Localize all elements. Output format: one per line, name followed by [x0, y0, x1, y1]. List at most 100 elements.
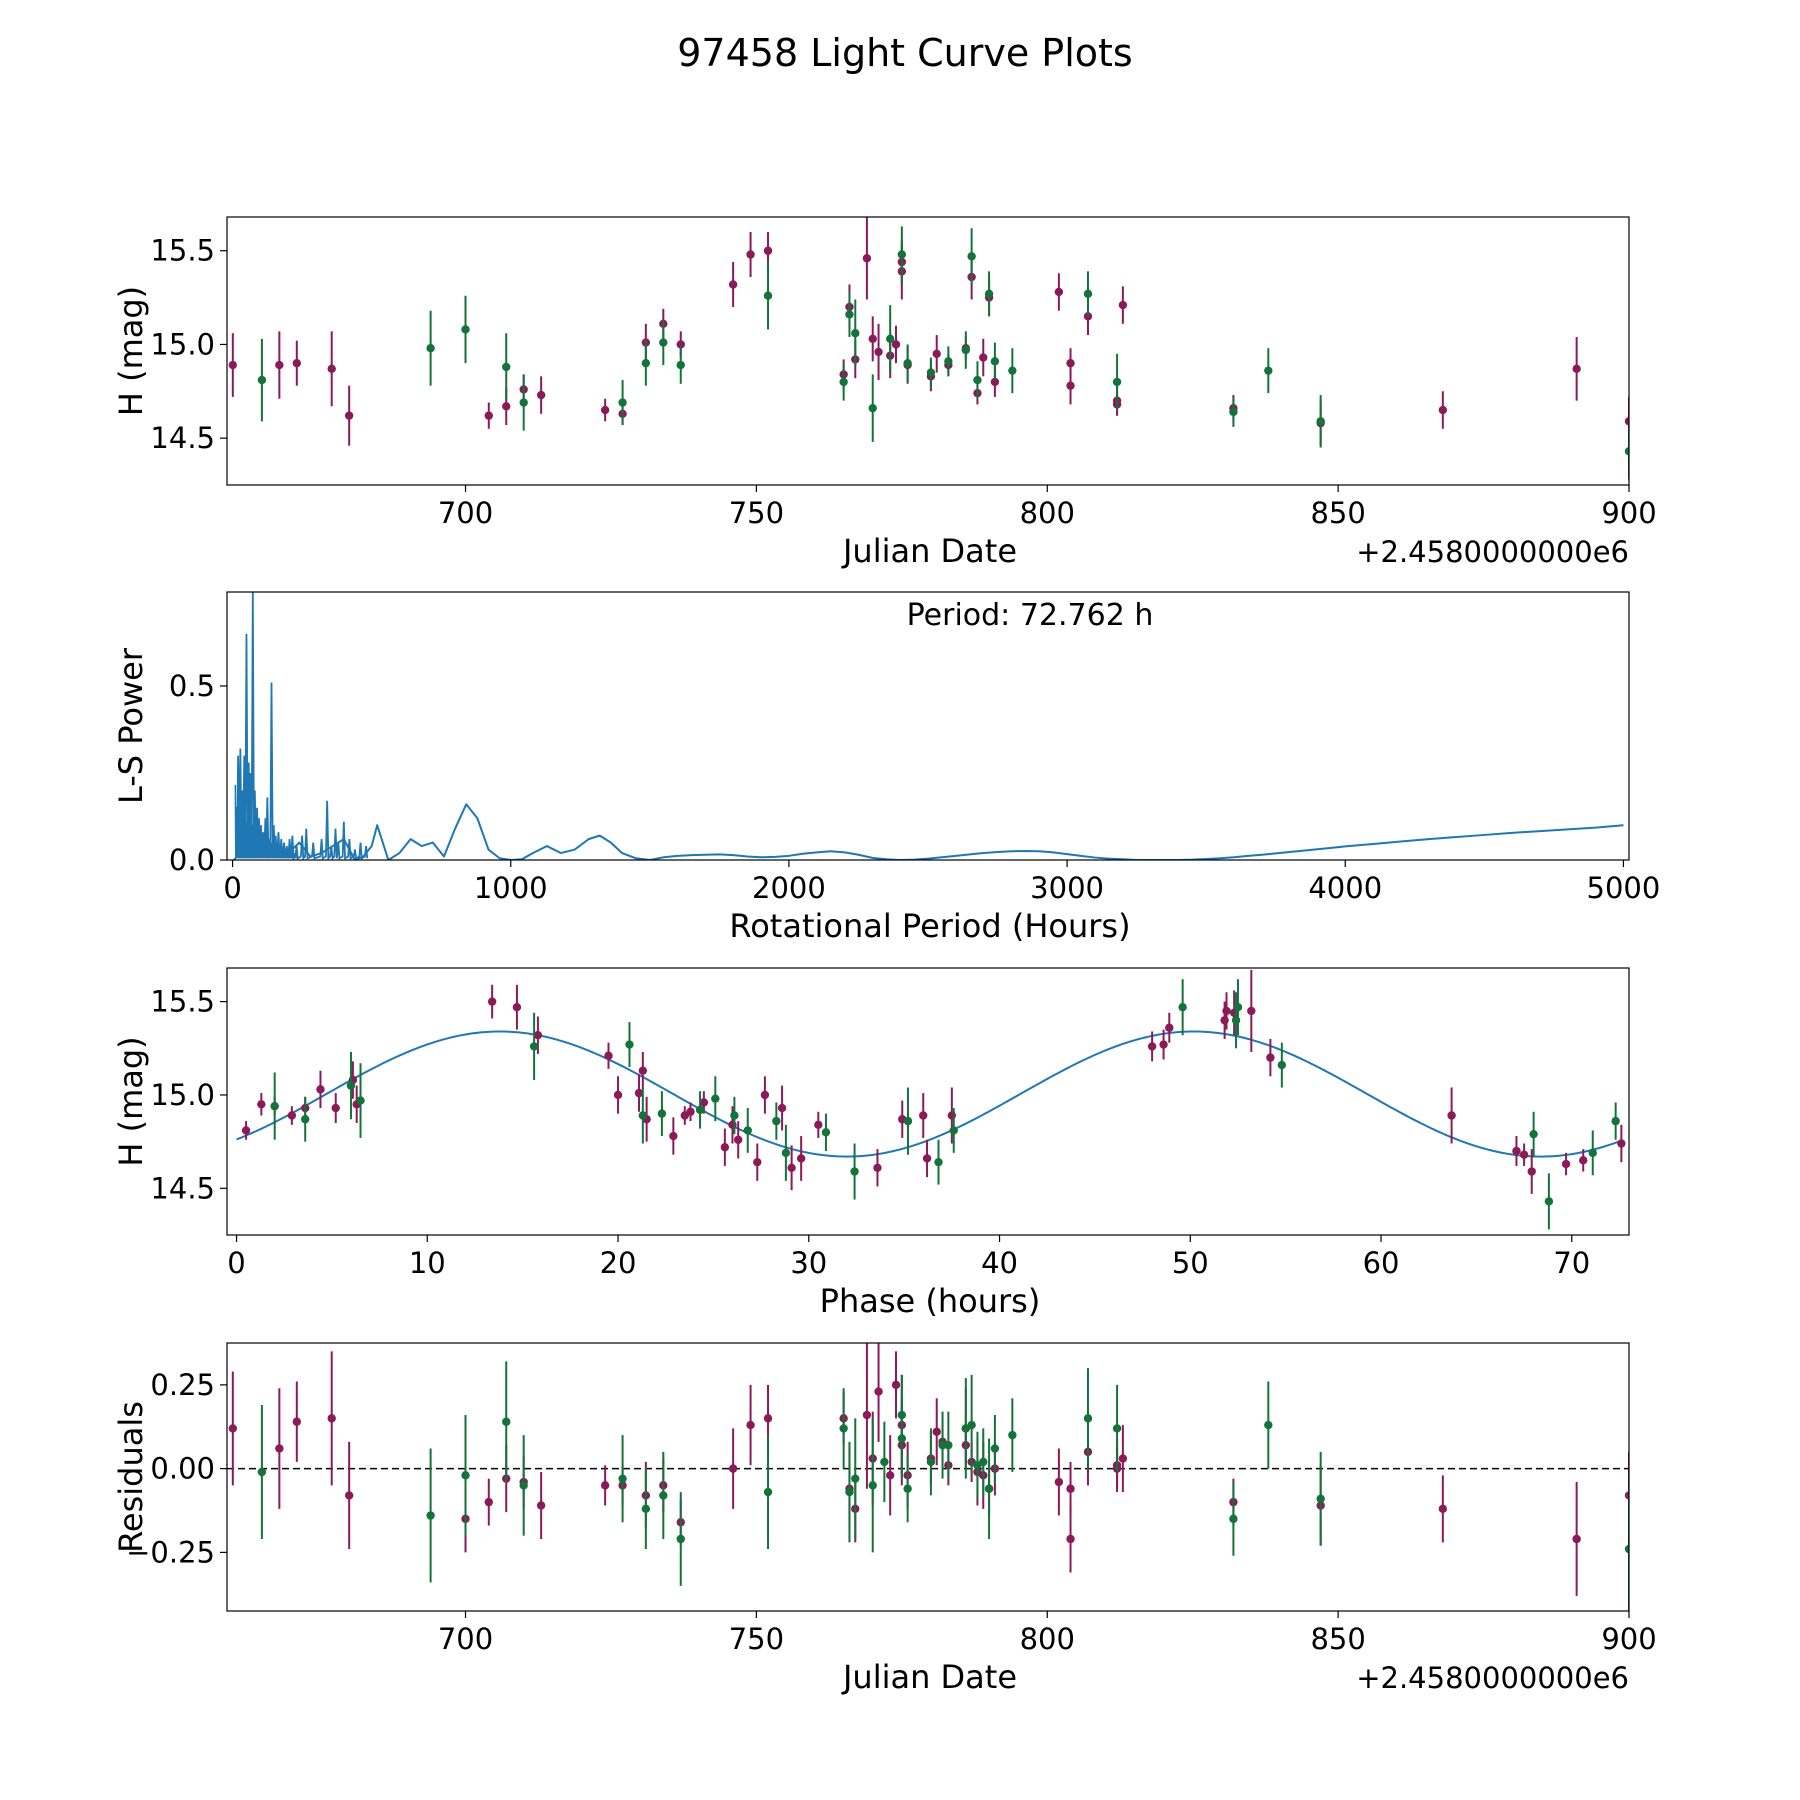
- figure-title: 97458 Light Curve Plots: [677, 31, 1132, 75]
- lightcurve-point: [984, 289, 994, 299]
- phase-point: [301, 1115, 310, 1124]
- lightcurve-xtick-label: 750: [729, 496, 784, 530]
- residuals-point: [1112, 1424, 1122, 1433]
- residuals-xlabel: Julian Date: [841, 1658, 1017, 1696]
- residuals-point: [600, 1481, 610, 1490]
- lightcurve-point: [484, 411, 493, 420]
- residuals-point: [938, 1440, 947, 1450]
- residuals-point: [891, 1380, 901, 1390]
- lightcurve-point: [868, 403, 877, 413]
- residuals-point: [1264, 1420, 1273, 1430]
- lightcurve-point: [327, 364, 336, 374]
- phase-point: [1561, 1159, 1571, 1169]
- phase-xtick-label: 70: [1553, 1246, 1590, 1280]
- phase-xtick-label: 0: [227, 1246, 245, 1280]
- lightcurve-xtick-label: 800: [1020, 496, 1075, 530]
- residuals-point: [1066, 1484, 1075, 1493]
- lightcurve-xtick-label: 700: [438, 496, 493, 530]
- residuals-point: [536, 1501, 546, 1510]
- phase-point: [669, 1131, 678, 1141]
- lightcurve-point: [676, 340, 685, 349]
- lightcurve-point: [1066, 358, 1075, 368]
- phase-point: [934, 1157, 943, 1167]
- phase-point: [821, 1128, 831, 1137]
- residuals-xtick-label: 850: [1310, 1622, 1365, 1656]
- lightcurve-point: [1118, 300, 1128, 310]
- lightcurve-point: [426, 343, 435, 353]
- phase-point: [753, 1157, 762, 1167]
- residuals-point: [851, 1474, 860, 1483]
- residuals-point: [944, 1440, 953, 1450]
- lightcurve-ylabel: H (mag): [112, 286, 150, 416]
- residuals-xtick-label: 750: [729, 1622, 784, 1656]
- lightcurve-point: [659, 338, 668, 347]
- residuals-point: [984, 1484, 994, 1493]
- phase-series-b: [270, 979, 1620, 1230]
- lightcurve-point: [728, 280, 738, 289]
- residuals-point: [862, 1410, 872, 1420]
- phase-xtick-label: 50: [1172, 1246, 1209, 1280]
- lightcurve-point: [868, 334, 877, 344]
- lightcurve-point: [1264, 366, 1273, 375]
- phase-point: [604, 1051, 613, 1060]
- lightcurve-point: [344, 411, 354, 420]
- residuals-point: [932, 1427, 941, 1436]
- residuals-point: [926, 1457, 936, 1467]
- lightcurve-point: [1572, 364, 1581, 374]
- residuals-point: [519, 1481, 528, 1490]
- residuals-point: [967, 1420, 976, 1430]
- phase-xtick-label: 30: [790, 1246, 827, 1280]
- lightcurve-xlabel: Julian Date: [841, 532, 1017, 570]
- residuals-point: [880, 1457, 889, 1467]
- phase-point: [356, 1096, 365, 1105]
- phase-point: [947, 1111, 957, 1120]
- phase-point: [1529, 1129, 1538, 1139]
- phase-point: [919, 1111, 928, 1120]
- lightcurve-point: [973, 375, 982, 385]
- lightcurve-point: [461, 325, 470, 334]
- phase-point: [743, 1126, 752, 1135]
- lightcurve-point: [1229, 407, 1238, 417]
- lightcurve-point: [502, 362, 511, 372]
- phase-point: [1544, 1197, 1554, 1206]
- phase-point: [634, 1088, 644, 1098]
- lightcurve-frame: [226, 216, 1630, 486]
- periodogram-xtick-label: 2000: [752, 871, 826, 905]
- lightcurve-point: [1438, 405, 1448, 415]
- periodogram-xlabel: Rotational Period (Hours): [729, 907, 1130, 945]
- lightcurve-series-b: [257, 226, 1629, 480]
- residuals-point: [746, 1420, 755, 1430]
- phase-point: [1247, 1006, 1256, 1016]
- lightcurve-point: [967, 252, 976, 261]
- residuals-xtick-label: 700: [438, 1622, 493, 1656]
- lightcurve-point: [1624, 417, 1629, 426]
- residuals-point: [344, 1491, 354, 1500]
- residuals-ytick-label: 0.25: [150, 1368, 215, 1402]
- phase-point: [1447, 1111, 1456, 1120]
- phase-model: [236, 1030, 1622, 1158]
- lightcurve-x-offset: +2.4580000000e6: [1356, 535, 1629, 569]
- fit-curve: [236, 1030, 1622, 1158]
- residuals-point: [275, 1444, 284, 1453]
- residuals-frame: [226, 1342, 1630, 1612]
- residuals-point: [1008, 1430, 1017, 1440]
- lightcurve-point: [618, 398, 627, 407]
- periodogram-axes: 0 1000 2000 3000 4000 5000 0.0 0.5 Rotational Pe…: [112, 647, 1660, 945]
- phase-point: [873, 1163, 882, 1172]
- period-annotation: Period: 72.762 h: [907, 598, 1154, 633]
- residuals-point: [868, 1481, 877, 1490]
- residuals-point: [897, 1434, 907, 1443]
- residuals-point: [979, 1457, 988, 1467]
- phase-points: [241, 969, 1626, 1230]
- lightcurve-point: [1624, 447, 1629, 456]
- lightcurve-point: [746, 250, 755, 259]
- periodogram-ytick-label: 0.5: [169, 669, 215, 703]
- phase-xtick-label: 60: [1363, 1246, 1400, 1280]
- lightcurve-series-a: [228, 217, 1629, 446]
- phase-point: [257, 1100, 266, 1109]
- residuals-point: [676, 1534, 685, 1544]
- phase-point: [1519, 1150, 1529, 1159]
- residuals-point: [618, 1474, 627, 1483]
- phase-point: [270, 1101, 279, 1111]
